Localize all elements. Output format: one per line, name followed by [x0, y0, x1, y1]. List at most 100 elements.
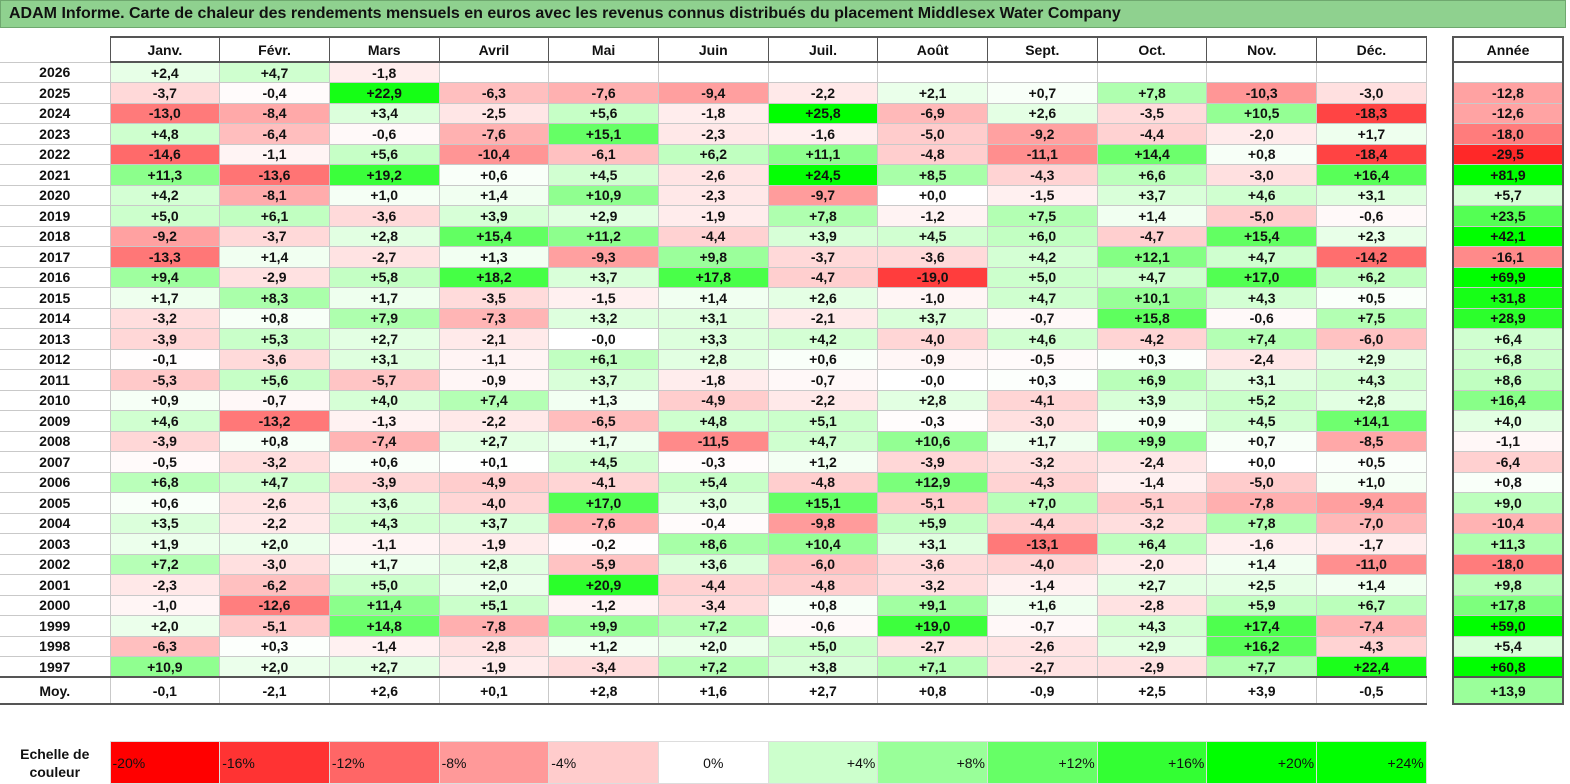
heat-cell: +0,8 — [767, 594, 879, 616]
heat-cell: -7,3 — [438, 307, 550, 329]
heat-cell: -3,6 — [219, 348, 330, 370]
heat-cell: -9,4 — [657, 82, 769, 104]
annual-cell: +17,8 — [1452, 594, 1564, 616]
average-cell: -0,9 — [987, 676, 1098, 705]
year-row: 2005 +0,6 -2,6 +3,6 -4,0 +17,0 +3,0 +15,1 -5,1 +7… — [0, 492, 1427, 514]
heat-cell: +0,0 — [877, 184, 988, 206]
heat-cell: +4,7 — [1206, 246, 1318, 268]
heat-cell: +2,9 — [1316, 348, 1427, 370]
heat-cell: -2,6 — [987, 635, 1098, 657]
heat-cell: +16,2 — [1206, 635, 1318, 657]
heat-cell: +7,4 — [438, 389, 550, 411]
year-label: 2020 — [0, 184, 111, 206]
heat-cell: +2,6 — [987, 102, 1098, 124]
heat-cell: -4,4 — [1096, 123, 1208, 145]
year-row: 2024 -13,0 -8,4 +3,4 -2,5 +5,6 -1,8 +25,8 -6,9 +2… — [0, 102, 1427, 124]
annual-cell: +9,0 — [1452, 492, 1564, 514]
heat-cell: +1,2 — [548, 635, 659, 657]
heat-cell: +1,7 — [328, 553, 440, 575]
annual-cell: +8,6 — [1452, 369, 1564, 391]
heat-cell: -3,7 — [767, 246, 879, 268]
year-row: 2020 +4,2 -8,1 +1,0 +1,4 +10,9 -2,3 -9,7 +0,0 -1,… — [0, 184, 1427, 206]
heat-cell: -2,0 — [1096, 553, 1208, 575]
heat-cell — [1206, 61, 1318, 83]
heat-cell: +5,6 — [548, 102, 659, 124]
heat-cell: -1,0 — [877, 287, 988, 309]
heat-cell: -2,1 — [767, 307, 879, 329]
heat-cell: -1,8 — [657, 102, 769, 124]
heat-cell: +4,2 — [767, 328, 879, 350]
header-row: Janv. Févr. Mars Avril Mai Juin Juil. Août Sept.… — [0, 36, 1427, 63]
heat-cell: -9,7 — [767, 184, 879, 206]
heat-cell: +7,9 — [328, 307, 440, 329]
heat-cell: -3,9 — [328, 471, 440, 493]
heat-cell: -1,9 — [438, 656, 550, 678]
heat-cell: -1,1 — [328, 533, 440, 555]
heat-cell: +10,9 — [109, 656, 221, 678]
heat-cell — [877, 61, 988, 83]
heat-cell: +1,4 — [1096, 205, 1208, 227]
year-row: 2002 +7,2 -3,0 +1,7 +2,8 -5,9 +3,6 -6,0 -3,6 -4,0… — [0, 553, 1427, 575]
annual-row: -18,0 — [1452, 553, 1564, 575]
heat-cell: +1,7 — [328, 287, 440, 309]
heat-cell: -4,8 — [767, 574, 879, 596]
heat-cell: -4,0 — [438, 492, 550, 514]
heat-cell: +4,7 — [987, 287, 1098, 309]
heat-cell: -4,7 — [1096, 225, 1208, 247]
heat-cell: +15,1 — [767, 492, 879, 514]
heat-cell: +9,9 — [548, 615, 659, 637]
heat-cell: +3,9 — [438, 205, 550, 227]
heat-cell: +8,6 — [657, 533, 769, 555]
heat-cell: +4,5 — [877, 225, 988, 247]
annual-cell: +5,7 — [1452, 184, 1564, 206]
heat-cell: -5,0 — [1206, 471, 1318, 493]
annual-cell: +59,0 — [1452, 615, 1564, 637]
heat-cell: +10,9 — [548, 184, 659, 206]
heat-cell: +0,6 — [438, 164, 550, 186]
heat-cell: -2,8 — [1096, 594, 1208, 616]
heat-cell: +3,7 — [548, 266, 659, 288]
year-row: 2010 +0,9 -0,7 +4,0 +7,4 +1,3 -4,9 -2,2 +2,8 -4,1… — [0, 389, 1427, 411]
heat-cell: +17,8 — [657, 266, 769, 288]
heat-cell: -11,0 — [1316, 553, 1427, 575]
heat-cell: +4,3 — [1206, 287, 1318, 309]
heat-cell: +15,8 — [1096, 307, 1208, 329]
annual-row: +6,8 — [1452, 348, 1564, 370]
heat-cell: +4,3 — [1316, 369, 1427, 391]
year-row: 2023 +4,8 -6,4 -0,6 -7,6 +15,1 -2,3 -1,6 -5,0 -9,… — [0, 123, 1427, 145]
heat-cell: +5,1 — [438, 594, 550, 616]
heat-cell: +7,4 — [1206, 328, 1318, 350]
average-cell: +2,5 — [1096, 676, 1208, 705]
scale-swatch: +16% — [1096, 741, 1208, 784]
heat-cell: +1,4 — [438, 184, 550, 206]
heat-cell: +6,7 — [1316, 594, 1427, 616]
heat-cell: -7,8 — [438, 615, 550, 637]
heat-cell: +3,4 — [328, 102, 440, 124]
heat-cell: +3,2 — [548, 307, 659, 329]
heat-cell: -2,2 — [219, 512, 330, 534]
year-label: 2024 — [0, 102, 111, 124]
heat-cell: -5,1 — [877, 492, 988, 514]
heat-cell: +6,2 — [1316, 266, 1427, 288]
heat-cell: -0,4 — [219, 82, 330, 104]
heat-cell: -3,4 — [548, 656, 659, 678]
heat-cell: +12,9 — [877, 471, 988, 493]
heat-cell: +9,9 — [1096, 430, 1208, 452]
heat-cell: +7,2 — [657, 615, 769, 637]
heat-cell: +2,8 — [657, 348, 769, 370]
heat-cell: -13,2 — [219, 410, 330, 432]
heat-cell: -4,3 — [987, 471, 1098, 493]
heat-cell: +4,7 — [219, 61, 330, 83]
annual-row: -1,1 — [1452, 430, 1564, 452]
heat-cell: -2,7 — [328, 246, 440, 268]
heat-cell: +0,9 — [109, 389, 221, 411]
heat-cell: +5,6 — [328, 143, 440, 165]
heat-cell: +10,5 — [1206, 102, 1318, 124]
year-label: 2008 — [0, 430, 111, 452]
annual-row: +69,9 — [1452, 266, 1564, 288]
heat-cell: -7,6 — [438, 123, 550, 145]
annual-cell: +28,9 — [1452, 307, 1564, 329]
heat-cell: +7,8 — [1206, 512, 1318, 534]
heat-cell: -9,2 — [109, 225, 221, 247]
heat-cell: -2,3 — [657, 123, 769, 145]
